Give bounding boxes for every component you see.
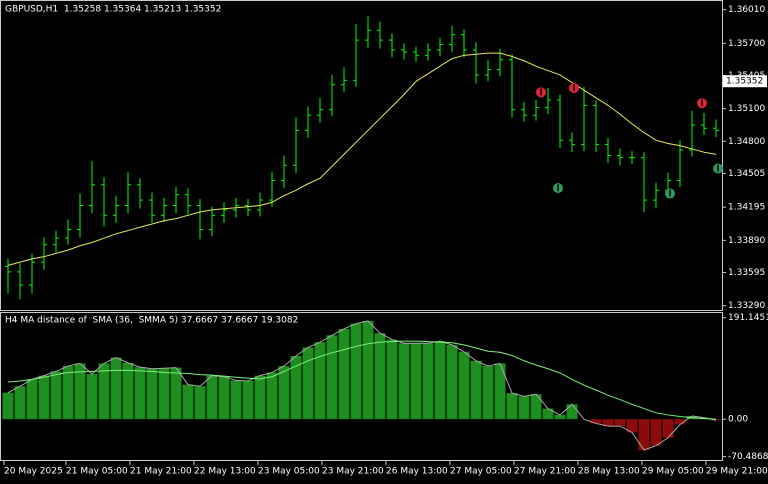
x-tick-label: 21 May 21:00 [130,467,192,477]
histogram-bar [674,419,686,425]
histogram-bar [386,339,398,420]
histogram-bar [146,368,158,420]
histogram-bar [230,380,242,420]
x-tick-label: 22 May 13:00 [194,467,256,477]
histogram-bar [362,320,374,420]
x-tick-label: 29 May 21:00 [706,467,768,477]
histogram-bar [470,360,482,420]
histogram-bar [218,376,230,420]
histogram-bar [266,372,278,420]
y-tick-label: 1.34505 [728,169,765,179]
histogram-bar [242,380,254,420]
histogram-bar [26,379,38,420]
histogram-bar [518,396,530,420]
y-tick-label: 1.34800 [728,137,765,147]
x-tick-label: 26 May 13:00 [386,467,448,477]
histogram-bar [110,357,122,420]
histogram-bar [314,342,326,420]
x-tick-label: 28 May 13:00 [578,467,640,477]
histogram-bar [614,419,626,427]
histogram-bar [170,367,182,420]
histogram-bar [338,328,350,420]
histogram-bar [2,392,14,420]
histogram-bar [482,366,494,420]
histogram-bar [182,384,194,420]
histogram-outline [7,320,717,451]
y-tick-label: 1.35700 [728,39,765,49]
histogram-bar [398,343,410,420]
x-tick-label: 23 May 05:00 [258,467,320,477]
histogram-bar [662,419,674,438]
histogram-bar [710,419,722,421]
histogram-bar [542,408,554,420]
y-tick-label: -70.4868 [728,452,768,462]
histogram-bar [302,347,314,420]
y-tick-label: 1.33290 [728,301,765,311]
histogram-bar [506,393,518,420]
histogram-bar [134,367,146,420]
histogram-bar [590,419,602,424]
y-tick-label: 1.36010 [728,5,765,15]
histogram-bar [494,363,506,420]
x-tick-label: 21 May 05:00 [66,467,128,477]
indicator-frame [0,312,723,461]
x-tick-label: 27 May 21:00 [514,467,576,477]
histogram-bar [38,375,50,420]
y-tick-label: 0.00 [728,415,748,425]
histogram-bar [626,419,638,433]
y-tick-label: 191.1451 [728,313,768,323]
histogram-bar [530,394,542,420]
histogram-bar [194,386,206,420]
histogram-bar [434,341,446,420]
histogram-bar [422,343,434,420]
histogram-bar [278,366,290,420]
last-price-label: 1.35352 [726,77,763,87]
last-price-box [723,75,767,88]
indicator-header: H4 MA distance of SMA (36, SMMA 5) 37.66… [5,316,298,326]
histogram-bar [554,414,566,420]
main-frame [0,0,723,311]
histogram-bar [350,323,362,420]
histogram-bar [50,371,62,420]
histogram-bar [86,374,98,420]
histogram-bar [650,419,662,446]
histogram-bar [254,375,266,420]
histogram-bar [566,404,578,420]
histogram-bar [158,368,170,420]
histogram-bar [122,362,134,420]
sma-line [7,52,717,266]
histogram-bar [326,335,338,420]
x-tick-label: 23 May 21:00 [322,467,384,477]
histogram-bar [458,351,470,420]
histogram-bar [14,386,26,420]
y-tick-label: 1.33595 [728,268,765,278]
histogram-bar [74,363,86,420]
x-tick-label: 27 May 05:00 [450,467,512,477]
histogram-bar [62,366,74,420]
histogram-bar [446,344,458,420]
symbol-header: GBPUSD,H1 1.35258 1.35364 1.35213 1.3535… [5,5,221,15]
histogram-bar [410,343,422,420]
x-tick-label: 20 May 2025 [4,467,63,477]
y-tick-label: 1.35100 [728,104,765,114]
y-tick-label: 1.33890 [728,236,765,246]
histogram-bar [206,375,218,420]
histogram-bar [290,356,302,420]
x-tick-label: 29 May 05:00 [642,467,704,477]
y-tick-label: 1.34195 [728,203,765,213]
signal-line [7,340,717,420]
histogram-bar [638,419,650,450]
histogram-bar [98,363,110,420]
histogram-bar [374,333,386,420]
histogram-bar [602,419,614,427]
